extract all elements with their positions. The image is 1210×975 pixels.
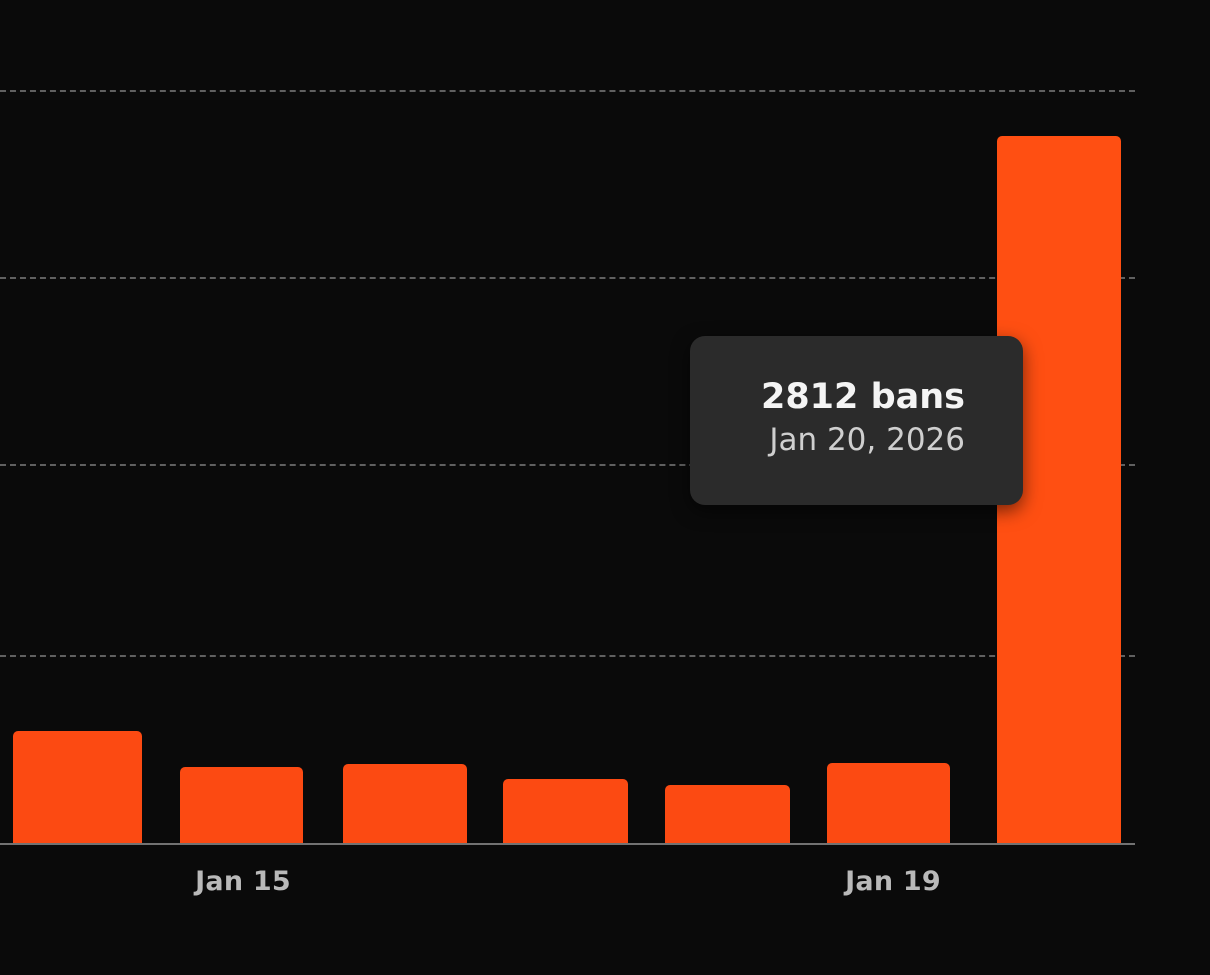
tooltip-value: 2812 bans bbox=[760, 377, 965, 418]
bar-jan-15[interactable] bbox=[180, 767, 303, 843]
chart-tooltip: 2812 bans Jan 20, 2026 bbox=[690, 336, 1023, 505]
bar-jan-19[interactable] bbox=[827, 763, 950, 843]
gridline-2 bbox=[0, 277, 1135, 279]
x-tick-label-jan-19: Jan 19 bbox=[845, 866, 941, 897]
gridline-1 bbox=[0, 90, 1135, 92]
gridline-4 bbox=[0, 655, 1135, 657]
bar-jan-14[interactable] bbox=[13, 731, 142, 843]
bar-jan-18[interactable] bbox=[665, 785, 790, 843]
x-tick-label-jan-15: Jan 15 bbox=[195, 866, 291, 897]
tooltip-date: Jan 20, 2026 bbox=[769, 422, 965, 459]
x-axis-line bbox=[0, 843, 1135, 845]
bar-jan-17[interactable] bbox=[503, 779, 628, 843]
bar-jan-16[interactable] bbox=[343, 764, 467, 843]
